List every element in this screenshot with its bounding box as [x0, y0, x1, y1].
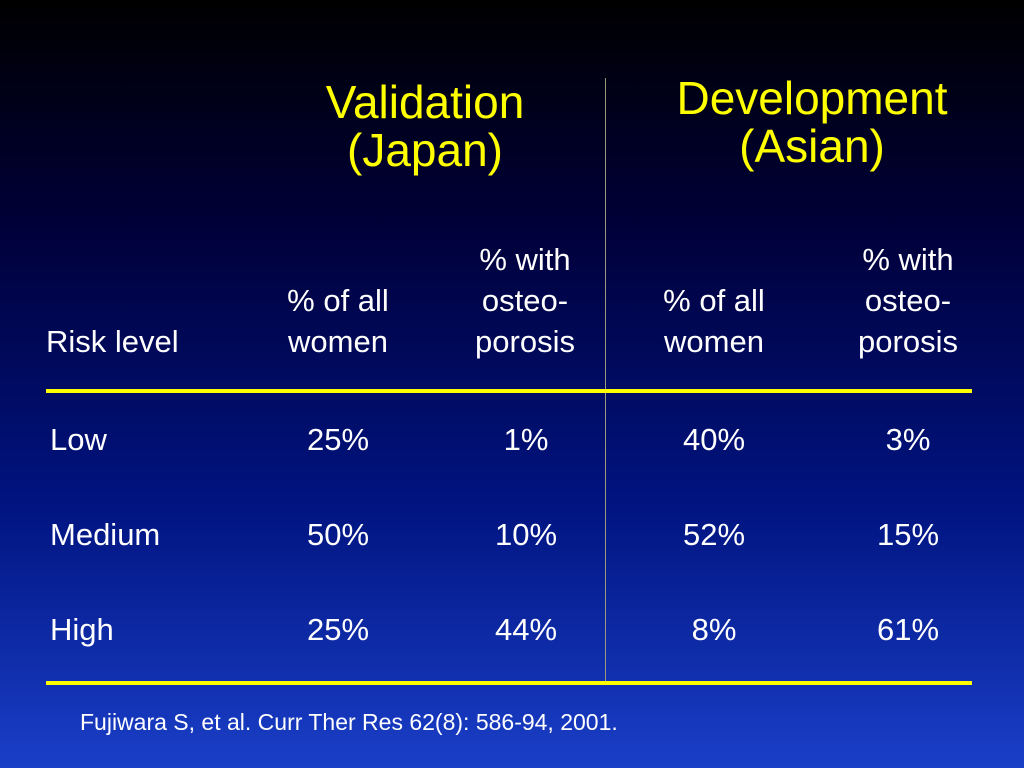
validation-title-line2: (Japan): [347, 124, 503, 176]
header-pct-osteo-line1: % with: [479, 242, 571, 277]
development-pct-osteo-cell: 3%: [885, 422, 931, 457]
development-pct-women-cell: 40%: [682, 422, 746, 457]
development-pct-osteo-cell: 61%: [876, 612, 940, 647]
header-dev-pct-osteo-line3: porosis: [858, 324, 958, 359]
development-group-title: Development (Asian): [652, 74, 972, 170]
validation-pct-women-cell: 25%: [306, 422, 370, 457]
header-risk-level-label: Risk level: [46, 324, 179, 359]
header-pct-women-line1: % of all: [287, 283, 389, 318]
header-dev-pct-women-line2: women: [664, 324, 764, 359]
risk-level-cell: Low: [50, 422, 107, 457]
header-pct-osteo-line3: porosis: [475, 324, 575, 359]
development-title-line2: (Asian): [739, 120, 885, 172]
header-pct-osteo-line2: osteo-: [481, 283, 569, 318]
validation-pct-osteo-cell: 44%: [494, 612, 558, 647]
header-development-pct-women: % of all women: [614, 280, 814, 362]
header-dev-pct-osteo-line1: % with: [862, 242, 954, 277]
footer-rule: [46, 681, 972, 685]
risk-level-cell: High: [50, 612, 114, 647]
validation-group-title: Validation (Japan): [325, 78, 525, 174]
header-dev-pct-women-line1: % of all: [663, 283, 765, 318]
group-divider: [605, 78, 606, 684]
header-rule: [46, 389, 972, 393]
development-pct-women-cell: 52%: [682, 517, 746, 552]
header-risk-level: Risk level: [46, 321, 226, 362]
validation-pct-osteo-cell: 10%: [494, 517, 558, 552]
header-pct-women-line2: women: [288, 324, 388, 359]
header-development-pct-osteo: % with osteo- porosis: [808, 239, 1008, 362]
validation-pct-women-cell: 25%: [306, 612, 370, 647]
validation-pct-osteo-cell: 1%: [503, 422, 549, 457]
risk-level-cell: Medium: [50, 517, 161, 552]
header-validation-pct-women: % of all women: [238, 280, 438, 362]
validation-pct-women-cell: 50%: [306, 517, 370, 552]
development-pct-osteo-cell: 15%: [876, 517, 940, 552]
header-validation-pct-osteo: % with osteo- porosis: [425, 239, 625, 362]
development-title-line1: Development: [676, 72, 948, 124]
development-pct-women-cell: 8%: [691, 612, 737, 647]
header-dev-pct-osteo-line2: osteo-: [864, 283, 952, 318]
citation: Fujiwara S, et al. Curr Ther Res 62(8): …: [80, 709, 618, 735]
validation-title-line1: Validation: [325, 76, 525, 128]
